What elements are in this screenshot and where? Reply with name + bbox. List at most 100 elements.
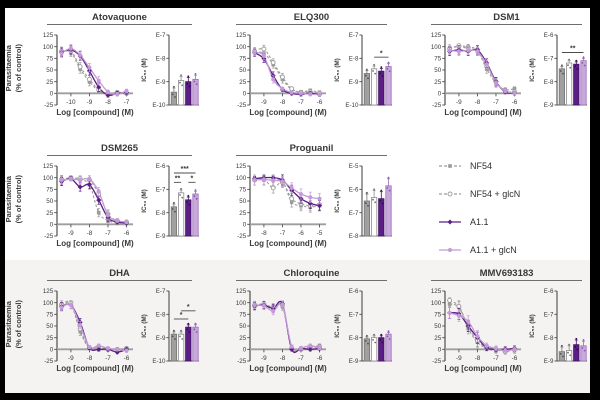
svg-text:125: 125: [43, 164, 54, 171]
svg-text:E-5: E-5: [349, 164, 359, 171]
panel-dha: DHA Parasitaemia (% of control) 125 100 75 5…: [4, 268, 200, 393]
svg-text:E-6: E-6: [349, 289, 359, 296]
x-axis-label: Log [compound] (M): [444, 364, 522, 374]
svg-text:E-6: E-6: [544, 33, 554, 40]
svg-text:50: 50: [46, 324, 53, 331]
svg-text:-6: -6: [317, 99, 323, 106]
svg-text:75: 75: [434, 312, 441, 319]
y-axis-label: Parasitaemia (% of control): [4, 300, 23, 349]
svg-text:-25: -25: [237, 359, 247, 366]
svg-text:25: 25: [239, 210, 246, 217]
svg-text:IC₅₀ (M): IC₅₀ (M): [334, 59, 341, 83]
svg-text:E-6: E-6: [156, 164, 166, 171]
svg-text:-25: -25: [432, 103, 442, 110]
svg-text:**: **: [570, 46, 576, 53]
nf54-marker-icon: [439, 164, 461, 168]
svg-text:IC₅₀ (M): IC₅₀ (M): [529, 315, 536, 339]
svg-text:75: 75: [46, 312, 53, 319]
svg-text:25: 25: [434, 335, 441, 342]
svg-text:-25: -25: [237, 103, 247, 110]
panel-title: DSM1: [431, 12, 582, 26]
svg-text:75: 75: [434, 56, 441, 63]
svg-text:50: 50: [239, 68, 246, 75]
x-axis-label: Log [compound] (M): [249, 364, 327, 374]
svg-text:100: 100: [43, 175, 54, 182]
svg-text:25: 25: [46, 79, 53, 86]
svg-text:0: 0: [438, 347, 442, 354]
figure-row-3: DHA Parasitaemia (% of control) 125 100 75 5…: [4, 260, 590, 393]
svg-text:E-7: E-7: [156, 289, 166, 296]
y-axis-label: Parasitaemia (% of control): [4, 44, 23, 93]
svg-text:E-8: E-8: [349, 56, 359, 63]
svg-text:125: 125: [431, 289, 442, 296]
chart-atovaquone: 125 100 75 50 25 0 -25 -10 -9 -8 -7 E-7 E-8 E-9 E-10 IC…: [43, 33, 199, 110]
svg-text:E-8: E-8: [349, 335, 359, 342]
svg-text:-6: -6: [512, 355, 518, 362]
svg-text:E-8: E-8: [544, 79, 554, 86]
svg-text:E-10: E-10: [152, 103, 166, 110]
svg-text:E-8: E-8: [349, 234, 359, 241]
svg-text:25: 25: [434, 79, 441, 86]
svg-text:-25: -25: [432, 359, 442, 366]
svg-text:-6: -6: [124, 230, 130, 237]
chart-dsm1: 125 100 75 50 25 0 -25 -9 -8 -7 -6 E-6 E-7 E-8 E-9 IC₅₀…: [431, 33, 587, 110]
svg-text:0: 0: [243, 91, 247, 98]
svg-text:0: 0: [50, 347, 54, 354]
svg-text:IC₅₀ (M): IC₅₀ (M): [334, 190, 341, 214]
svg-text:75: 75: [46, 56, 53, 63]
svg-text:*: *: [191, 176, 194, 183]
svg-text:-9: -9: [87, 99, 93, 106]
x-axis-label: Log [compound] (M): [249, 108, 327, 118]
svg-text:E-6: E-6: [544, 289, 554, 296]
x-axis-label: Log [compound] (M): [56, 108, 134, 118]
svg-text:-8: -8: [87, 355, 93, 362]
svg-text:E-7: E-7: [349, 210, 359, 217]
svg-text:100: 100: [431, 300, 442, 307]
svg-text:-7: -7: [493, 355, 499, 362]
svg-text:E-7: E-7: [544, 312, 554, 319]
x-axis-label: Log [compound] (M): [56, 364, 134, 374]
panel-title: MMV693183: [431, 268, 582, 282]
svg-text:E-7: E-7: [544, 56, 554, 63]
panel-title: DHA: [47, 268, 192, 282]
panel-title: ELQ300: [236, 12, 387, 26]
legend: NF54 NF54 + glcN A1.1 A1.1 + glcN: [395, 144, 590, 256]
svg-text:-8: -8: [475, 99, 481, 106]
svg-text:100: 100: [43, 300, 54, 307]
svg-text:75: 75: [46, 187, 53, 194]
svg-text:125: 125: [236, 33, 247, 40]
svg-text:0: 0: [438, 91, 442, 98]
panel-dsm1: DSM1 125 100 75 50 25 0 -25 -9 -8 -7 -6 E-6 E-7 E-8 E-…: [395, 12, 590, 133]
svg-text:-8: -8: [105, 99, 111, 106]
svg-text:*: *: [180, 313, 183, 320]
figure-row-2: DSM265 Parasitaemia (% of control) 125 100…: [4, 133, 590, 260]
figure-row-1: Atovaquone Parasitaemia (% of control) 12…: [4, 8, 590, 133]
y-axis-label: Parasitaemia (% of control): [4, 175, 23, 224]
svg-text:0: 0: [243, 347, 247, 354]
svg-text:-7: -7: [124, 99, 130, 106]
panel-dsm265: DSM265 Parasitaemia (% of control) 125 100…: [4, 143, 200, 260]
svg-text:E-9: E-9: [349, 79, 359, 86]
svg-text:E-9: E-9: [156, 79, 166, 86]
svg-text:E-9: E-9: [156, 234, 166, 241]
svg-text:25: 25: [46, 210, 53, 217]
svg-text:IC₅₀ (M): IC₅₀ (M): [529, 59, 536, 83]
svg-text:-8: -8: [280, 355, 286, 362]
svg-text:-9: -9: [261, 99, 267, 106]
legend-item-nf54: NF54: [437, 160, 590, 172]
svg-text:-8: -8: [87, 230, 93, 237]
svg-text:E-8: E-8: [156, 312, 166, 319]
svg-text:-7: -7: [493, 99, 499, 106]
x-axis-label: Log [compound] (M): [249, 239, 327, 249]
panel-proguanil: Proguanil 125 100 75 50 25 0 -25 -8 -7 -6 -5 E-5 E-6…: [200, 143, 395, 260]
svg-text:50: 50: [46, 68, 53, 75]
x-axis-label: Log [compound] (M): [56, 239, 134, 249]
svg-text:125: 125: [236, 289, 247, 296]
svg-text:-8: -8: [475, 355, 481, 362]
svg-text:-9: -9: [261, 355, 267, 362]
svg-text:75: 75: [239, 312, 246, 319]
svg-text:0: 0: [50, 222, 54, 229]
svg-text:-6: -6: [317, 355, 323, 362]
svg-text:-9: -9: [68, 355, 74, 362]
